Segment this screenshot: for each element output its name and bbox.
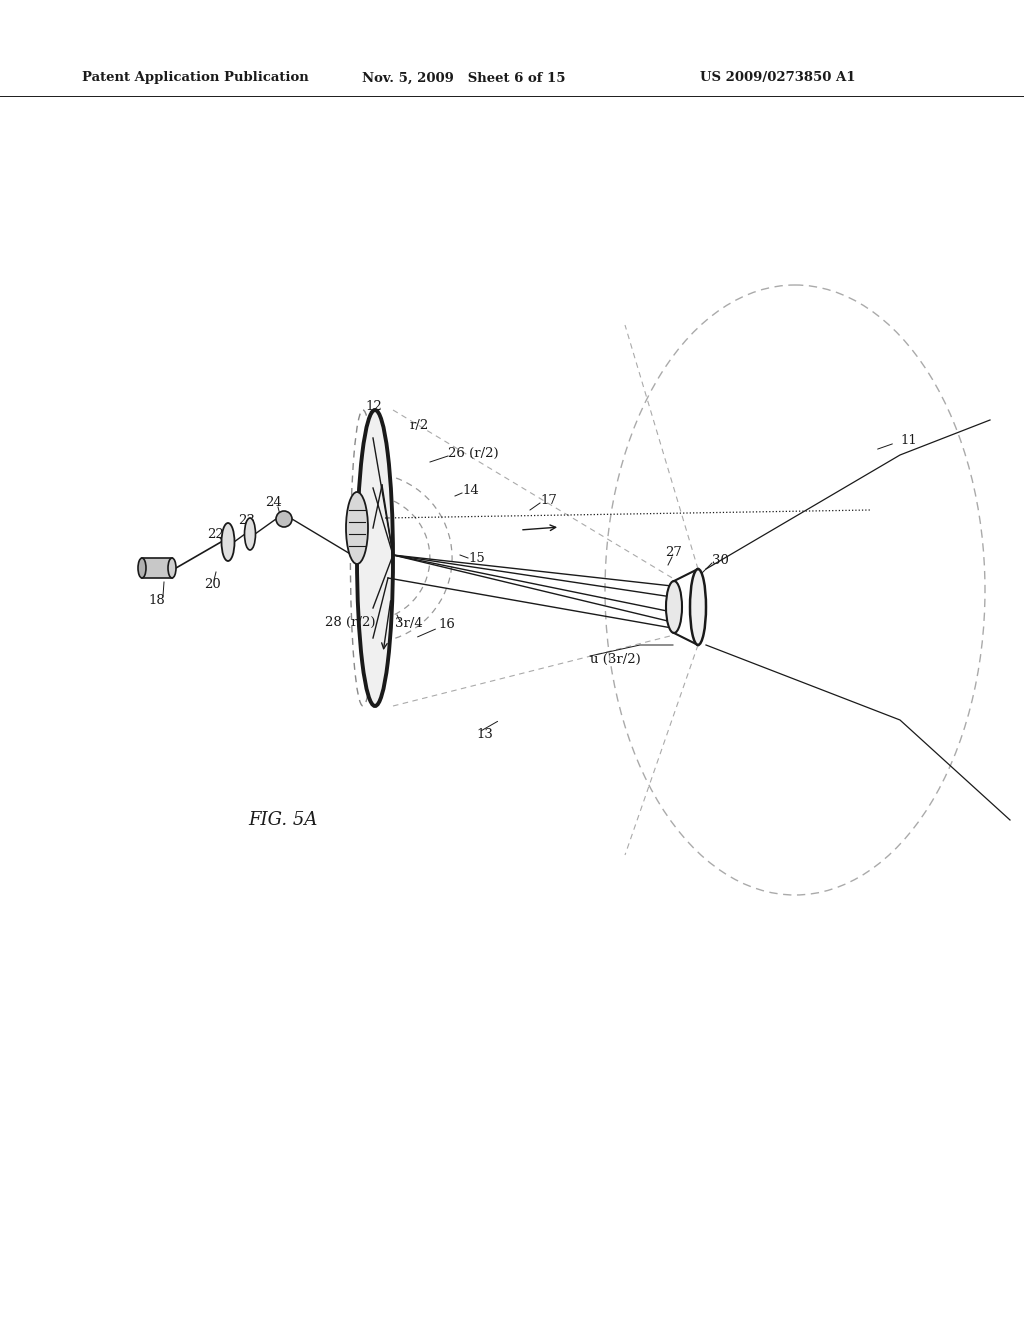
Circle shape (276, 511, 292, 527)
Text: 3r/4: 3r/4 (395, 618, 423, 631)
Text: 23: 23 (238, 513, 255, 527)
Text: FIG. 5A: FIG. 5A (248, 810, 317, 829)
Text: 22: 22 (207, 528, 224, 541)
Ellipse shape (690, 569, 706, 645)
Ellipse shape (346, 492, 368, 564)
Text: 16: 16 (438, 619, 455, 631)
Ellipse shape (666, 581, 682, 634)
Text: u (3r/2): u (3r/2) (590, 652, 641, 665)
Text: 28 (r/2): 28 (r/2) (325, 615, 376, 628)
Ellipse shape (221, 523, 234, 561)
Ellipse shape (168, 558, 176, 578)
Text: Nov. 5, 2009   Sheet 6 of 15: Nov. 5, 2009 Sheet 6 of 15 (362, 71, 565, 84)
Text: 13: 13 (476, 729, 493, 742)
Text: 30: 30 (712, 553, 729, 566)
Text: 27: 27 (665, 546, 682, 560)
Text: 14: 14 (462, 483, 479, 496)
Ellipse shape (357, 411, 393, 706)
Bar (142, 558, 172, 578)
Ellipse shape (245, 517, 256, 550)
Text: 18: 18 (148, 594, 165, 606)
Text: 17: 17 (540, 494, 557, 507)
Text: 12: 12 (365, 400, 382, 413)
Ellipse shape (138, 558, 146, 578)
Text: 20: 20 (204, 578, 221, 590)
Text: 26 (r/2): 26 (r/2) (449, 446, 499, 459)
Text: r/2: r/2 (410, 418, 429, 432)
Text: 11: 11 (900, 433, 916, 446)
Text: 24: 24 (265, 495, 282, 508)
Text: 15: 15 (468, 552, 484, 565)
Text: US 2009/0273850 A1: US 2009/0273850 A1 (700, 71, 855, 84)
Text: Patent Application Publication: Patent Application Publication (82, 71, 309, 84)
